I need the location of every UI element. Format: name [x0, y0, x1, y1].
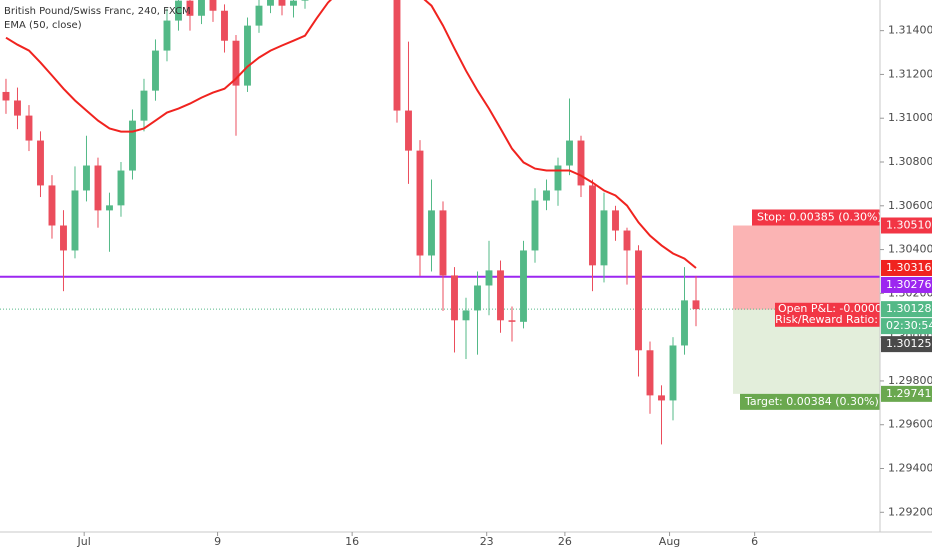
candle-body: [589, 185, 596, 266]
x-tick-label: 6: [751, 535, 758, 548]
candle-body: [48, 185, 56, 226]
candle-body: [531, 200, 539, 251]
candle-body: [497, 270, 504, 321]
candle-body: [106, 205, 113, 211]
candle-body: [94, 165, 102, 211]
price-badge: [881, 385, 932, 402]
candle-body: [485, 270, 493, 286]
x-tick-label: Aug: [659, 535, 680, 548]
x-tick-label: 16: [345, 535, 359, 548]
candle-body: [658, 395, 665, 401]
candle-body: [612, 210, 619, 231]
candle-body: [117, 170, 125, 206]
price-badge: [881, 217, 932, 234]
candle-body: [520, 250, 527, 322]
y-tick-label: 1.29800: [888, 374, 932, 387]
y-tick-label: 1.29600: [888, 418, 932, 431]
y-tick-label: 1.31400: [888, 24, 932, 37]
indicator-legend: EMA (50, close): [4, 20, 82, 31]
candle-body: [152, 50, 159, 91]
pnl-bg: [775, 302, 880, 327]
candle-body: [635, 250, 642, 351]
countdown-badge: [881, 318, 932, 335]
candle-body: [255, 5, 263, 26]
candle-body: [83, 165, 90, 191]
candle-body: [175, 0, 182, 21]
candle-body: [221, 10, 228, 41]
x-tick-label: Jul: [77, 535, 91, 548]
candle-body: [405, 110, 412, 151]
chart-title: British Pound/Swiss Franc, 240, FXCM: [4, 6, 191, 17]
candle-body: [577, 140, 585, 186]
candle-body: [301, 0, 309, 1]
candle-body: [198, 0, 205, 16]
candle-body: [140, 90, 148, 121]
y-tick-label: 1.30800: [888, 155, 932, 168]
candle-body: [646, 350, 654, 396]
price-badge-label: 1.30128: [886, 302, 932, 315]
y-tick-label: 1.30400: [888, 243, 932, 256]
plot-area: Stop: 0.00385 (0.30%) 38.5, Target: 0.003…: [0, 0, 922, 445]
stop-label: Stop: 0.00385 (0.30%) 38.5,: [757, 210, 913, 223]
candle-body: [439, 210, 447, 276]
candle-body: [209, 0, 217, 11]
candle-body: [451, 275, 458, 321]
candle-body: [692, 300, 700, 310]
candle-body: [508, 320, 516, 322]
entry-badge-label: 1.30125: [886, 337, 932, 350]
candle-body: [474, 285, 481, 311]
entry-badge: [881, 336, 932, 353]
candle-body: [14, 100, 21, 116]
candle-body: [244, 25, 251, 86]
x-tick-label: 9: [214, 535, 221, 548]
candle-body: [129, 120, 136, 171]
candle-body: [2, 91, 10, 101]
y-tick-label: 1.29400: [888, 462, 932, 475]
candle-body: [416, 150, 424, 256]
pnl-label: Open P&L: -0.00003, Qty: [778, 302, 916, 315]
target-label: Target: 0.00384 (0.30%) 38.4, A: [744, 395, 922, 408]
axes: 1.292001.294001.296001.298001.300001.302…: [77, 24, 932, 548]
candle-body: [681, 300, 688, 346]
candle-body: [600, 210, 608, 266]
stop-zone: [733, 225, 880, 310]
price-badge: [881, 301, 932, 318]
y-tick-label: 1.29200: [888, 505, 932, 518]
candle-body: [37, 140, 44, 186]
candle-body: [566, 140, 573, 166]
candle-body: [60, 225, 67, 251]
candle-body: [25, 115, 33, 141]
candle-body: [267, 0, 274, 6]
ratio-label: Risk/Reward Ratio:: [775, 313, 878, 326]
y-tick-label: 1.30600: [888, 199, 932, 212]
candle-body: [393, 0, 401, 111]
y-tick-label: 1.31000: [888, 111, 932, 124]
candle-body: [186, 0, 194, 16]
candle-body: [669, 345, 677, 401]
x-tick-label: 23: [480, 535, 494, 548]
price-badge-label: 1.29741: [886, 387, 932, 400]
y-tick-label: 1.31200: [888, 67, 932, 80]
price-badge-label: 1.30510: [886, 218, 932, 231]
candle-body: [554, 165, 562, 191]
ema-line: [5, 0, 697, 269]
price-badge: [881, 259, 932, 276]
candle-body: [163, 20, 171, 51]
price-badge-label: 1.30316: [886, 261, 932, 274]
candle-body: [462, 310, 470, 321]
candle-body: [623, 230, 631, 251]
countdown: 02:30:54: [886, 319, 932, 332]
price-badge: [881, 276, 932, 293]
candle-body: [278, 0, 286, 6]
candle-body: [290, 0, 297, 6]
price-badge-label: 1.30276: [886, 278, 932, 291]
target-label-bg: [740, 393, 880, 410]
stop-label-bg: [752, 209, 880, 226]
candle-body: [71, 190, 79, 251]
x-tick-label: 26: [558, 535, 572, 548]
candle-body: [543, 190, 550, 201]
candle-body: [428, 210, 435, 256]
candle-body: [232, 40, 240, 86]
